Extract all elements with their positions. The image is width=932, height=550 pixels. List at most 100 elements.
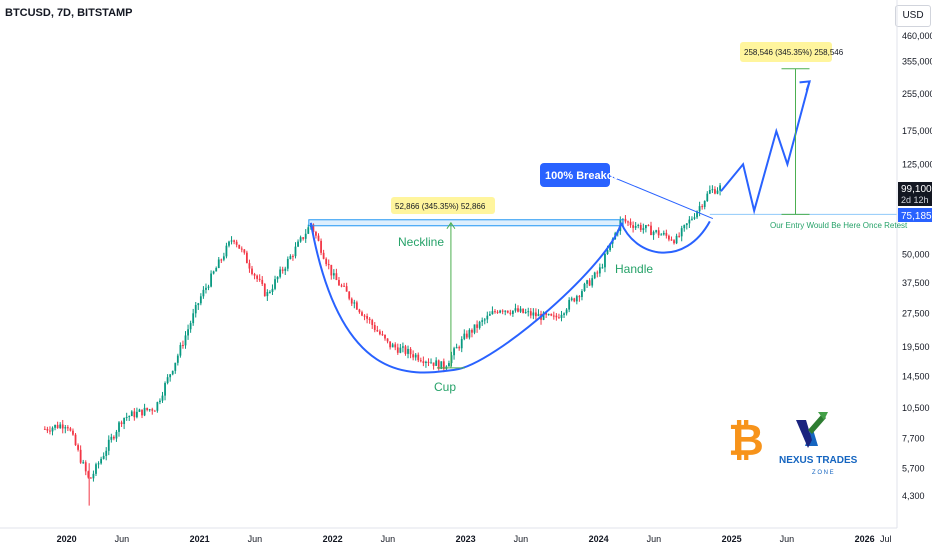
neckline-zone [308, 219, 624, 227]
candle-body [440, 361, 443, 369]
candle-body [506, 310, 509, 313]
cup-curve [309, 222, 623, 374]
candle-body [187, 329, 189, 336]
candle-body [389, 341, 392, 348]
candle-body [100, 458, 103, 464]
candle-body [573, 298, 576, 302]
candle-body [299, 237, 302, 242]
candle-body [89, 477, 92, 479]
candle-body [714, 189, 716, 194]
candle-body [266, 292, 269, 297]
candle-body [332, 273, 335, 276]
candle-body [79, 449, 82, 463]
price-tick: 4,300 [902, 491, 925, 501]
currency-button[interactable]: USD [895, 5, 931, 27]
candle-body [61, 424, 64, 429]
candle-body [248, 263, 251, 269]
candle-body [696, 211, 698, 218]
candle-body [501, 310, 504, 312]
candle-body [294, 246, 297, 257]
countdown-label: 2d 12h [901, 195, 929, 205]
candle-body [639, 224, 642, 230]
candle-body [210, 273, 212, 287]
candle-body [678, 235, 681, 237]
candle-body [205, 287, 207, 290]
candle-body [202, 289, 205, 297]
candle-body [72, 430, 74, 435]
candle-body [455, 347, 458, 349]
candle-body [97, 463, 100, 465]
time-axis: 2020 Jun 2021 Jun 2022 Jun 2023 Jun 2024 Jun 2025 J… [57, 534, 892, 544]
candle-body [647, 225, 650, 227]
breakout-pointer [609, 175, 714, 220]
candle-body [698, 206, 701, 212]
candle-body [361, 312, 363, 316]
candle-body [432, 362, 435, 366]
candle-body [235, 241, 238, 245]
candle-body [189, 323, 192, 330]
candle-body [414, 354, 417, 358]
candle-body [148, 409, 151, 411]
price-tick: 7,700 [902, 434, 925, 444]
candle-body [199, 296, 202, 304]
candle-body [261, 279, 264, 284]
candle-body [136, 411, 138, 418]
price-tick: 175,000 [902, 126, 932, 136]
time-tick: Jul [880, 534, 892, 544]
candle-body [719, 185, 721, 191]
candle-body [330, 264, 333, 276]
candle-body [217, 259, 220, 269]
candle-body [159, 400, 161, 403]
time-tick: 2026 [855, 534, 875, 544]
candle-body [253, 273, 256, 276]
candle-body [629, 221, 632, 226]
candle-body [69, 428, 72, 431]
candle-body [256, 275, 259, 279]
candle-body [670, 239, 673, 241]
candle-body [468, 329, 471, 338]
candle-body [115, 431, 118, 439]
time-tick: Jun [647, 534, 662, 544]
candle-body [583, 283, 586, 292]
candle-body [558, 317, 560, 319]
candle-body [575, 296, 578, 302]
handle-label: Handle [615, 262, 653, 276]
candle-body [350, 298, 353, 304]
candle-body [233, 240, 236, 242]
candle-body [371, 320, 374, 326]
price-tick: 19,500 [902, 342, 930, 352]
candle-body [95, 464, 97, 474]
candle-body [458, 347, 461, 349]
candle-body [276, 276, 279, 280]
candle-body [511, 310, 514, 314]
candle-body [292, 256, 294, 258]
time-tick: Jun [115, 534, 130, 544]
candle-body [171, 370, 174, 375]
candle-body [407, 348, 409, 354]
candle-body [545, 312, 548, 315]
candle-body [396, 347, 399, 353]
candle-body [550, 314, 553, 316]
candle-body [133, 411, 136, 418]
candle-body [460, 339, 463, 349]
candle-body [491, 311, 494, 315]
projection-arrow [799, 80, 812, 91]
nexus-logo-icon [795, 412, 828, 448]
candle-body [212, 271, 215, 274]
candle-body [166, 377, 169, 384]
candle-body [141, 409, 143, 416]
candle-body [435, 360, 438, 366]
candle-body [624, 218, 627, 222]
candle-body [381, 334, 384, 336]
time-tick: 2024 [589, 534, 609, 544]
time-tick: Jun [248, 534, 263, 544]
candle-body [192, 313, 195, 324]
candle-body [662, 232, 665, 235]
candle-body [54, 424, 56, 428]
candle-body [176, 355, 179, 363]
candle-body [570, 298, 573, 300]
candle-body [391, 344, 394, 348]
candle-body [286, 259, 289, 269]
candle-body [348, 291, 351, 299]
